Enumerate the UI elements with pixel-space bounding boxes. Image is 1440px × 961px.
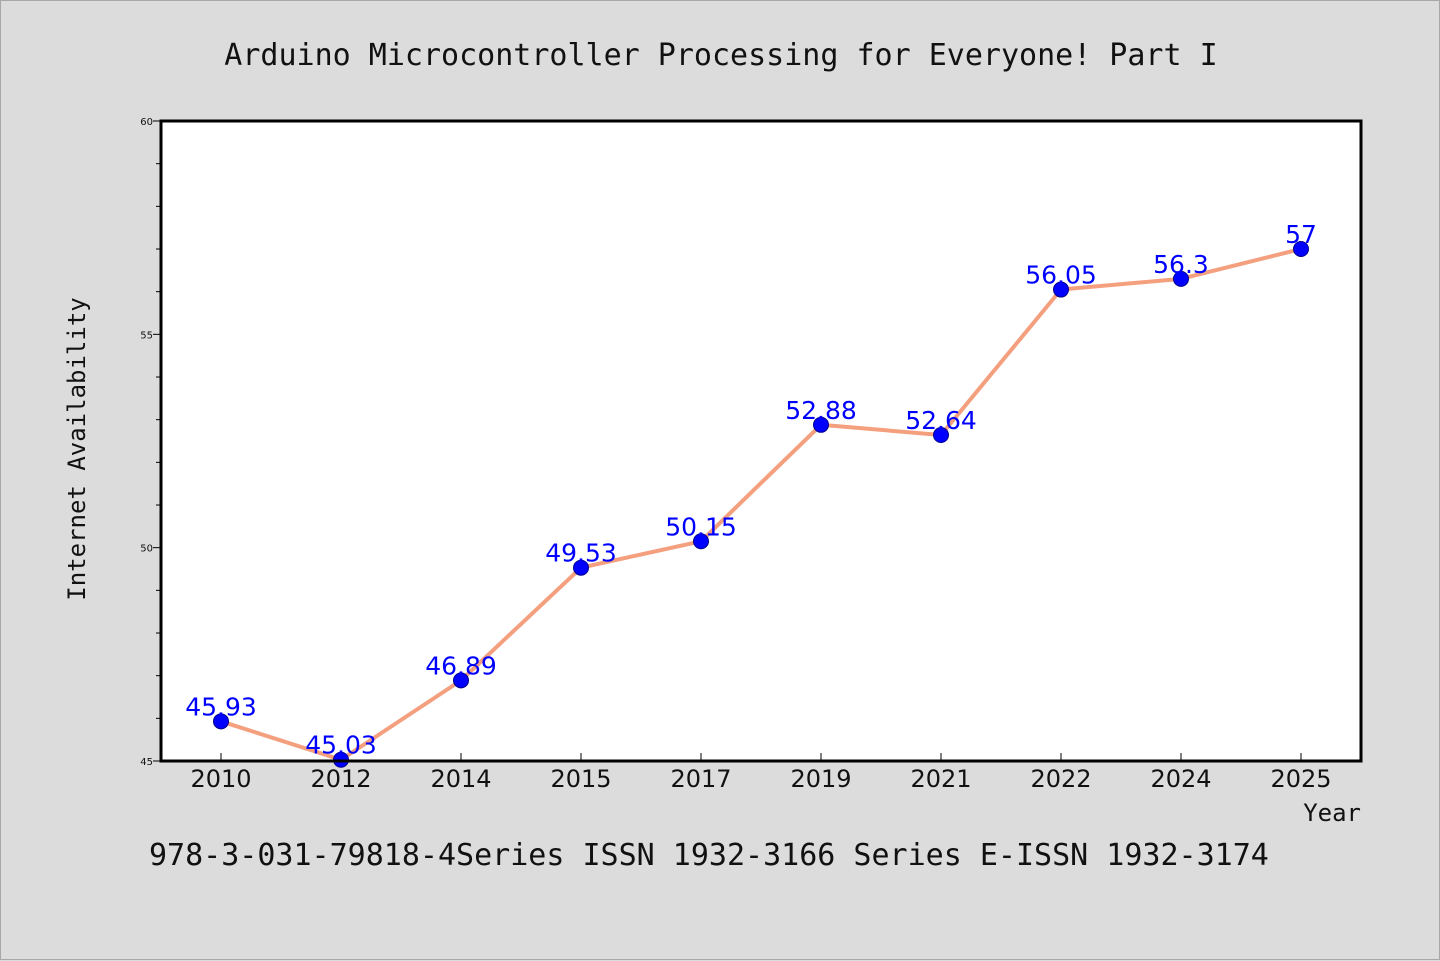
x-tick-label: 2014 <box>430 765 491 793</box>
x-tick-label: 2021 <box>910 765 971 793</box>
y-tick-label: 60 <box>140 117 153 128</box>
data-point-marker <box>813 416 829 433</box>
data-point-marker <box>693 533 709 550</box>
data-labels: 45.93 45.03 46.89 49.53 50.15 52.88 52.64 56.05… <box>185 220 1317 760</box>
data-label: 49.53 <box>545 539 617 568</box>
data-point-marker <box>573 559 589 576</box>
x-axis: 2010 2012 2014 2015 2017 2019 2021 2022 2024 2025 <box>190 753 1332 793</box>
data-label: 45.93 <box>185 692 257 721</box>
data-point-marker <box>453 672 469 689</box>
x-tick-label: 2025 <box>1270 765 1331 793</box>
data-label: 56.3 <box>1153 250 1209 279</box>
x-tick-label: 2015 <box>550 765 611 793</box>
y-tick-label: 45 <box>140 757 153 768</box>
series-line <box>219 247 1303 762</box>
data-point-marker <box>1053 281 1069 298</box>
plot-area <box>161 121 1361 761</box>
footer-isbn-text: 978-3-031-79818-4Series ISSN 1932-3166 S… <box>149 838 1269 873</box>
data-point-marker <box>933 427 949 444</box>
data-label: 46.89 <box>425 651 497 680</box>
x-tick-label: 2017 <box>670 765 731 793</box>
y-axis-title: Internet Availability <box>63 297 91 600</box>
data-label: 56.05 <box>1025 261 1097 290</box>
data-label: 57 <box>1285 220 1317 249</box>
x-tick-label: 2019 <box>790 765 851 793</box>
x-tick-label: 2024 <box>1150 765 1211 793</box>
plot-frame <box>159 119 1363 763</box>
data-point-marker <box>1173 270 1189 287</box>
x-tick-label: 2022 <box>1030 765 1091 793</box>
data-label: 52.88 <box>785 396 857 425</box>
data-point-marker <box>213 713 229 730</box>
data-label: 50.15 <box>665 512 737 541</box>
y-tick-label: 55 <box>140 330 153 341</box>
data-label: 52.64 <box>905 406 977 435</box>
y-tick-label: 50 <box>140 544 153 555</box>
y-axis: 45 50 55 60 <box>140 117 161 768</box>
x-tick-label: 2012 <box>310 765 371 793</box>
data-point-marker <box>1293 241 1309 257</box>
chart-title: Arduino Microcontroller Processing for E… <box>224 38 1217 73</box>
x-axis-title: Year <box>1303 799 1361 827</box>
x-tick-label: 2010 <box>190 765 251 793</box>
data-label: 45.03 <box>305 731 377 760</box>
